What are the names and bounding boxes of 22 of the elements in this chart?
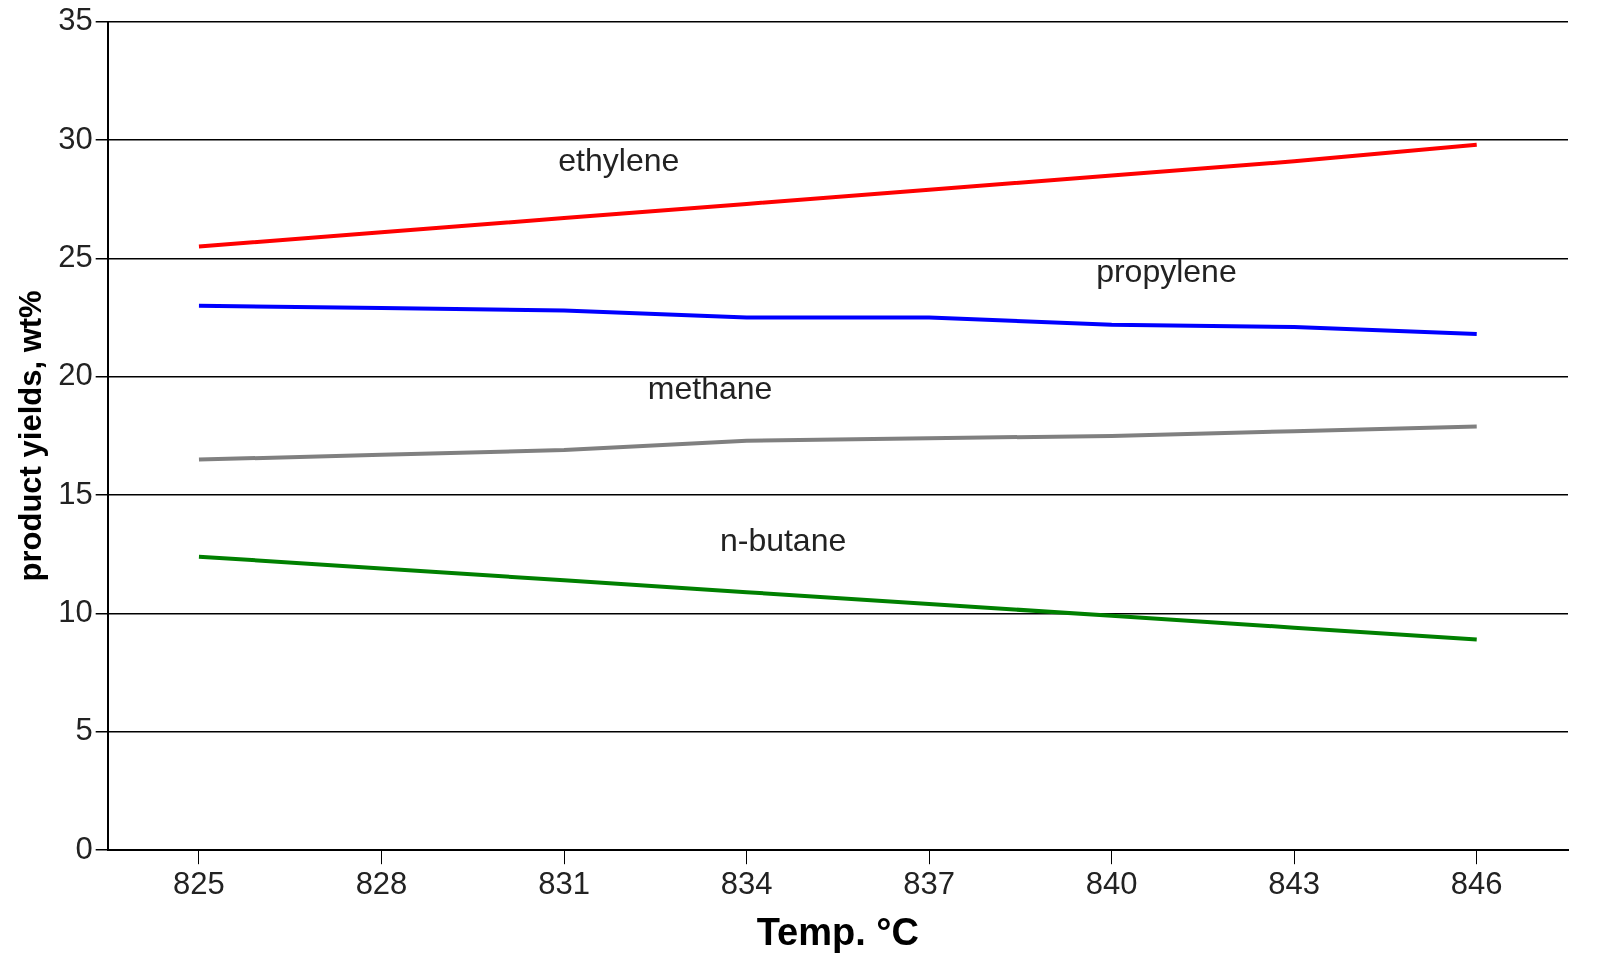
y-tick-label: 15 (58, 475, 93, 511)
x-tick-label: 837 (903, 866, 955, 902)
x-tick-label: 843 (1268, 866, 1321, 902)
x-tick-label: 831 (538, 866, 590, 902)
series-label: propylene (1096, 253, 1237, 290)
y-tick-label: 10 (58, 594, 93, 629)
series-label: n-butane (719, 522, 847, 559)
y-tick-label: 35 (58, 2, 93, 38)
x-tick-label: 828 (355, 866, 408, 902)
y-tick-label: 0 (75, 830, 93, 866)
x-tick-label: 840 (1085, 866, 1138, 902)
y-axis-title: product yields, wt% (13, 290, 49, 582)
x-tick-label: 825 (173, 866, 225, 902)
y-tick-label: 30 (58, 120, 93, 156)
x-tick-label: 846 (1450, 866, 1503, 902)
series-label: ethylene (558, 141, 680, 178)
series-label: methane (647, 370, 773, 407)
x-axis-title: Temp. °C (756, 910, 919, 953)
y-tick-label: 5 (75, 712, 93, 748)
y-tick-label: 25 (58, 238, 93, 274)
y-tick-label: 20 (58, 357, 93, 393)
x-tick-label: 834 (720, 866, 773, 902)
